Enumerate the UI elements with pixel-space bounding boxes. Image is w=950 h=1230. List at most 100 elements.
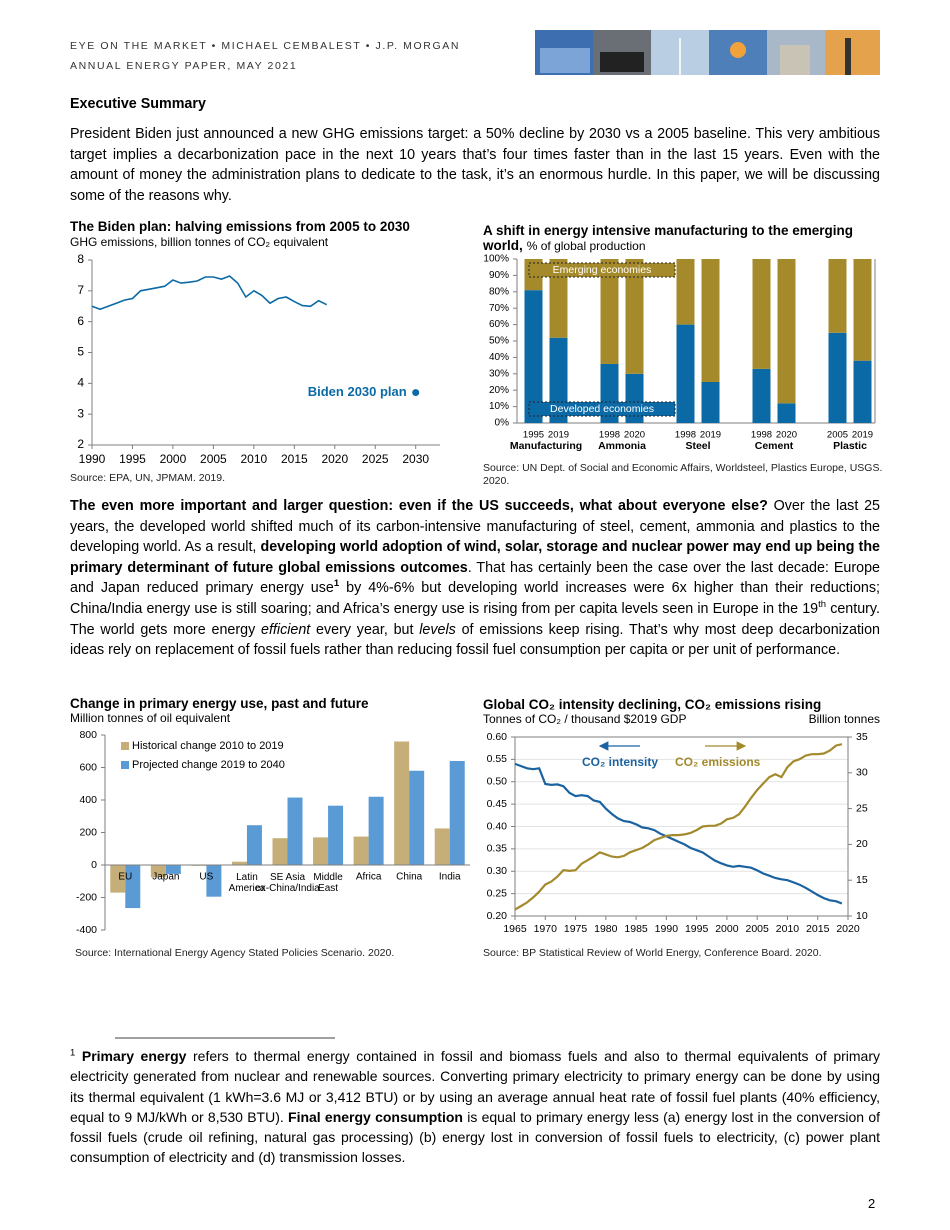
superscript: 1 xyxy=(70,1047,76,1059)
x-tick-label: 1998 xyxy=(751,430,772,441)
y-tick-label: 100% xyxy=(483,254,509,265)
y-tick-label: 800 xyxy=(79,729,97,741)
x-tick-label: 2020 xyxy=(776,430,797,441)
bar xyxy=(394,741,410,865)
x-tick-label: 1995 xyxy=(685,923,709,935)
chart-source: Source: EPA, UN, JPMAM. 2019. xyxy=(70,472,226,484)
bold-text: Final energy consumption xyxy=(288,1108,463,1125)
y-tick-label: 0.25 xyxy=(487,887,508,899)
paragraph: President Biden just announced a new GHG… xyxy=(70,124,880,206)
x-tick-label: 1998 xyxy=(675,430,696,441)
y-tick-label: 6 xyxy=(77,314,84,328)
x-tick-label: 1980 xyxy=(594,923,618,935)
bar xyxy=(368,796,384,865)
group-label: Steel xyxy=(685,440,710,452)
x-tick-label: 1965 xyxy=(503,923,527,935)
y-tick-label: -200 xyxy=(76,891,97,903)
y-tick-label: 5 xyxy=(77,345,84,359)
x-tick-label: 1998 xyxy=(599,430,620,441)
y-tick-label: 10% xyxy=(489,401,509,412)
bar-segment xyxy=(752,259,771,369)
x-tick-label: 2000 xyxy=(160,452,187,466)
italic-text: levels xyxy=(419,621,456,638)
bar xyxy=(353,836,369,865)
bar xyxy=(150,865,166,878)
bar xyxy=(328,805,344,865)
bold-text: developing world adoption of wind, solar… xyxy=(70,539,881,576)
bar-segment xyxy=(676,324,695,423)
bar-segment xyxy=(853,259,872,361)
y-tick-label: 3 xyxy=(77,406,84,420)
y-tick-label: 20 xyxy=(856,838,868,850)
x-tick-label: US xyxy=(199,872,213,883)
bar xyxy=(125,865,141,909)
bar xyxy=(246,825,262,865)
text-run: Over the last 25 years, the developed wo… xyxy=(70,498,880,556)
bar-segment xyxy=(701,382,720,423)
y-tick-label: 0.55 xyxy=(487,753,508,765)
superscript: th xyxy=(818,599,827,611)
chart-title: A shift in energy intensive manufacturin… xyxy=(483,223,854,253)
x-tick-label: 2015 xyxy=(281,452,308,466)
italic-text: efficient xyxy=(261,621,311,638)
chart-subtitle: Million tonnes of oil equivalent xyxy=(70,711,231,725)
group-label: Cement xyxy=(755,440,794,452)
y-tick-label: 15 xyxy=(856,874,868,886)
bar-segment xyxy=(828,332,847,423)
text-run: century. The world gets more energy xyxy=(70,600,880,638)
bar-segment xyxy=(625,259,644,374)
bar-segment xyxy=(828,259,847,333)
x-tick-label: 2015 xyxy=(806,923,830,935)
y-tick-label: 600 xyxy=(79,761,97,773)
chart-subtitle: Tonnes of CO₂ / thousand $2019 GDP xyxy=(483,712,687,726)
bar xyxy=(449,761,465,865)
bar-segment xyxy=(752,368,771,423)
bar-segment xyxy=(549,259,568,338)
x-tick-label: Middle East xyxy=(313,872,343,894)
y-tick-label: 20% xyxy=(489,385,509,396)
y-tick-label: 0.35 xyxy=(487,843,508,855)
x-tick-label: 2019 xyxy=(852,430,873,441)
text-run: refers to thermal energy contained in fo… xyxy=(70,1048,880,1125)
x-tick-label: 2025 xyxy=(362,452,389,466)
y-tick-label: 0.30 xyxy=(487,865,508,877)
y-tick-label: 0.20 xyxy=(487,910,508,922)
bold-text: The even more important and larger quest… xyxy=(70,498,768,514)
section-title: Executive Summary xyxy=(70,96,206,112)
y-tick-label: 10 xyxy=(856,910,868,922)
group-label: Manufacturing xyxy=(510,440,582,452)
legend-label: Emerging economies xyxy=(553,264,652,276)
y-tick-label: 80% xyxy=(489,286,509,297)
group-label: Ammonia xyxy=(598,440,646,452)
y-tick-label: 30 xyxy=(856,767,868,779)
x-tick-label: Africa xyxy=(356,872,382,883)
bar-segment xyxy=(701,259,720,382)
chart-subtitle: GHG emissions, billion tonnes of CO₂ equ… xyxy=(70,235,329,249)
header-line: EYE ON THE MARKET • MICHAEL CEMBALEST • … xyxy=(70,40,461,52)
bar-segment xyxy=(853,360,872,423)
x-tick-label: 1990 xyxy=(79,452,106,466)
x-tick-label: 2020 xyxy=(624,430,645,441)
legend-box xyxy=(528,401,676,417)
x-tick-label: 1970 xyxy=(534,923,558,935)
y-tick-label: 4 xyxy=(77,376,84,390)
x-tick-label: SE Asia ex-China/India xyxy=(255,872,320,894)
y-tick-label: 30% xyxy=(489,368,509,379)
superscript: 1 xyxy=(333,578,340,590)
legend-swatch xyxy=(121,761,129,769)
text-run: every year, but xyxy=(310,621,420,638)
x-tick-label: EU xyxy=(118,872,132,883)
paragraph: The even more important and larger quest… xyxy=(70,496,880,661)
x-tick-label: 2005 xyxy=(746,923,770,935)
x-tick-label: 2000 xyxy=(715,923,739,935)
x-tick-label: 1990 xyxy=(655,923,679,935)
y-tick-label: 2 xyxy=(77,437,84,451)
bar xyxy=(287,797,303,865)
y-tick-label: 40% xyxy=(489,352,509,363)
legend-label: Projected change 2019 to 2040 xyxy=(132,759,285,771)
legend-box xyxy=(528,262,676,278)
bar-segment xyxy=(777,403,796,423)
y-tick-label: 70% xyxy=(489,303,509,314)
